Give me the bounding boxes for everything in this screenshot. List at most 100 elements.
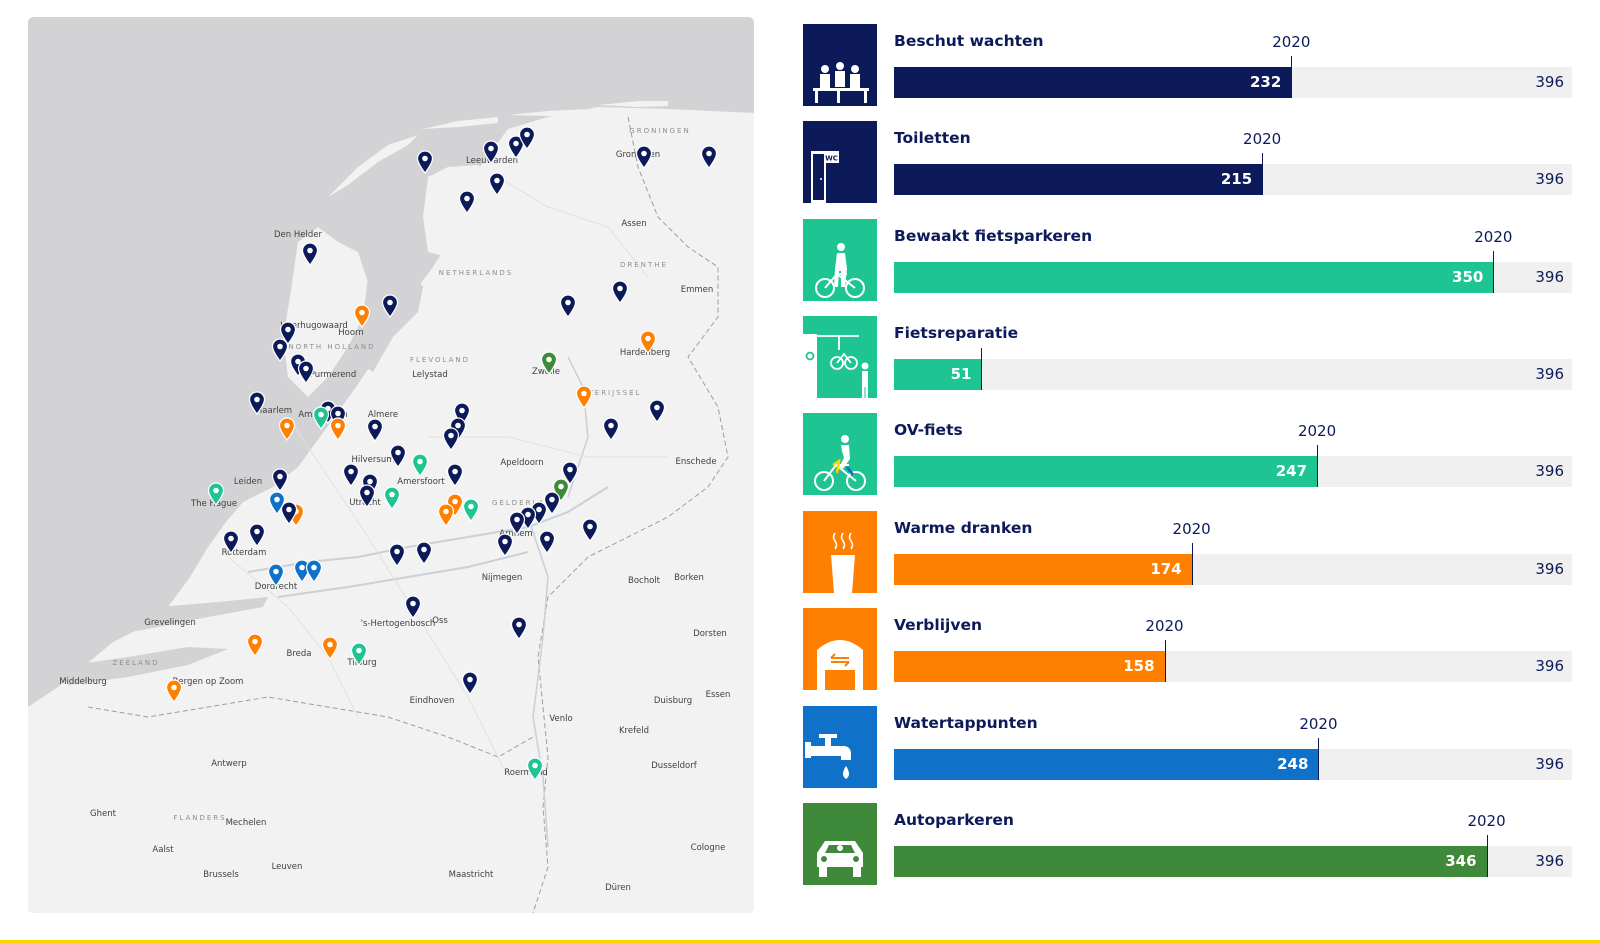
city-label: Zwolle xyxy=(532,367,560,377)
map-pin-icon[interactable] xyxy=(538,530,556,554)
map-pin-icon[interactable] xyxy=(271,338,289,362)
map-pin-icon[interactable] xyxy=(462,498,480,522)
facility-label: Toiletten xyxy=(894,129,971,147)
map-pin-icon[interactable] xyxy=(416,150,434,174)
city-label: Brussels xyxy=(203,870,239,880)
map-pin-icon[interactable] xyxy=(312,406,330,430)
map-pin-icon[interactable] xyxy=(297,360,315,384)
year-marker xyxy=(1317,445,1319,487)
map-pin-icon[interactable] xyxy=(271,468,289,492)
map-pin-icon[interactable] xyxy=(222,530,240,554)
map-pin-icon[interactable] xyxy=(353,304,371,328)
region-label: DRENTHE xyxy=(620,261,668,269)
map-pin-icon[interactable] xyxy=(510,616,528,640)
map-pin-icon[interactable] xyxy=(458,190,476,214)
map-pin-icon[interactable] xyxy=(496,533,514,557)
map-pin-icon[interactable] xyxy=(559,294,577,318)
map-pin-icon[interactable] xyxy=(648,399,666,423)
map-pin-icon[interactable] xyxy=(526,757,544,781)
bar-track: 248 396 xyxy=(894,749,1572,780)
map-pin-icon[interactable] xyxy=(278,417,296,441)
map-pin-icon[interactable] xyxy=(540,351,558,375)
city-label: Lelystad xyxy=(412,370,448,380)
map-pin-icon[interactable] xyxy=(301,242,319,266)
map-pin-icon[interactable] xyxy=(321,636,339,660)
car-parking-icon xyxy=(803,803,877,885)
bar-total: 396 xyxy=(1535,462,1564,480)
city-label: Roermond xyxy=(504,768,548,778)
map-pin-icon[interactable] xyxy=(381,294,399,318)
facility-chart: Beschut wachten 232 396 2020 WC Toiletten 215… xyxy=(803,24,1583,904)
station-map[interactable]: NETHERLANDS GRONINGEN DRENTHE OVERIJSSEL FLE… xyxy=(28,17,754,913)
map-pin-icon[interactable] xyxy=(575,385,593,409)
map-pin-icon[interactable] xyxy=(358,484,376,508)
map-pin-icon[interactable] xyxy=(482,140,500,164)
city-label: 's-Hertogenbosch xyxy=(360,619,436,629)
map-pin-icon[interactable] xyxy=(442,427,460,451)
city-label: Arnhem xyxy=(499,529,533,539)
bar-total: 396 xyxy=(1535,73,1564,91)
bar-track: 51 396 xyxy=(894,359,1572,390)
year-label: 2020 xyxy=(1474,228,1513,246)
map-pin-icon[interactable] xyxy=(366,418,384,442)
bar-total: 396 xyxy=(1535,852,1564,870)
city-label: Düren xyxy=(605,883,631,893)
bar-fill: 232 xyxy=(894,67,1292,98)
city-label: Dorsten xyxy=(693,629,727,639)
map-pin-icon[interactable] xyxy=(518,126,536,150)
map-pin-icon[interactable] xyxy=(279,321,297,345)
city-label: Grevelingen xyxy=(144,618,196,628)
map-pin-icon[interactable] xyxy=(507,135,525,159)
region-label: FLEVOLAND xyxy=(410,356,470,364)
map-pin-icon[interactable] xyxy=(383,486,401,510)
map-pin-icon[interactable] xyxy=(446,463,464,487)
bar-fill: 174 xyxy=(894,554,1192,585)
map-pin-icon[interactable] xyxy=(280,501,298,525)
region-label: FLANDERS xyxy=(173,814,227,822)
map-pin-icon[interactable] xyxy=(543,491,561,515)
city-label: Mechelen xyxy=(225,818,267,828)
map-pin-icon[interactable] xyxy=(389,444,407,468)
map-pin-icon[interactable] xyxy=(350,642,368,666)
city-label: Den Helder xyxy=(274,230,322,240)
map-pin-icon[interactable] xyxy=(461,671,479,695)
map-pin-icon[interactable] xyxy=(388,543,406,567)
map-pin-icon[interactable] xyxy=(404,595,422,619)
city-label: Ghent xyxy=(90,809,116,819)
bar-value: 248 xyxy=(1277,755,1309,773)
map-pin-icon[interactable] xyxy=(329,417,347,441)
map-pin-icon[interactable] xyxy=(581,518,599,542)
map-pin-icon[interactable] xyxy=(267,563,285,587)
map-pin-icon[interactable] xyxy=(165,679,183,703)
map-pin-icon[interactable] xyxy=(293,559,311,583)
bar-total: 396 xyxy=(1535,755,1564,773)
map-pin-icon[interactable] xyxy=(561,461,579,485)
city-label: Almere xyxy=(367,410,399,420)
map-pin-icon[interactable] xyxy=(700,145,718,169)
map-pin-icon[interactable] xyxy=(415,541,433,565)
year-marker xyxy=(1318,738,1320,780)
map-pin-icon[interactable] xyxy=(639,330,657,354)
year-marker xyxy=(1493,251,1495,293)
ov-bike-icon xyxy=(803,413,877,495)
map-pin-icon[interactable] xyxy=(248,523,266,547)
year-marker xyxy=(1262,153,1264,195)
map-pin-icon[interactable] xyxy=(488,172,506,196)
map-pin-icon[interactable] xyxy=(248,391,266,415)
map-pin-icon[interactable] xyxy=(635,145,653,169)
facility-row: Fietsreparatie 51 396 xyxy=(803,316,1583,398)
map-pin-icon[interactable] xyxy=(246,633,264,657)
facility-row: Bewaakt fietsparkeren 350 396 2020 xyxy=(803,219,1583,301)
map-pin-icon[interactable] xyxy=(207,482,225,506)
facility-row: Warme dranken 174 396 2020 xyxy=(803,511,1583,593)
map-pin-icon[interactable] xyxy=(611,280,629,304)
map-pin-icon[interactable] xyxy=(411,453,429,477)
map-pin-icon[interactable] xyxy=(508,511,526,535)
city-label: Leuven xyxy=(271,862,303,872)
map-pin-icon[interactable] xyxy=(342,463,360,487)
map-pin-icon[interactable] xyxy=(437,503,455,527)
map-pin-icon[interactable] xyxy=(602,417,620,441)
facility-label: Verblijven xyxy=(894,616,982,634)
map-pin-icon[interactable] xyxy=(305,559,323,583)
bar-value: 346 xyxy=(1445,852,1477,870)
